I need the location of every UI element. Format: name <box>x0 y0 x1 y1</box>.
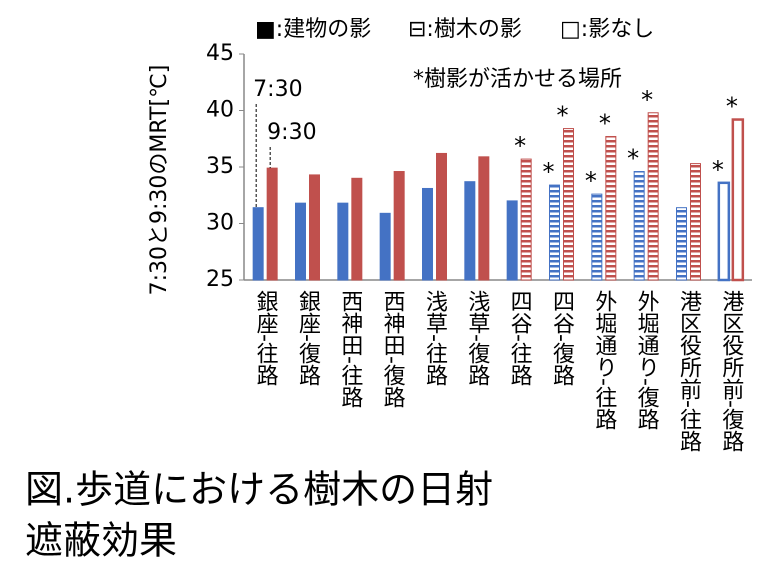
bar <box>633 171 645 281</box>
bar-marker: * <box>599 109 611 137</box>
y-tick-label: 35 <box>206 154 234 179</box>
bar <box>676 207 687 281</box>
bar <box>393 171 405 281</box>
bar-marker: * <box>585 167 597 195</box>
bar <box>591 193 603 281</box>
legend-entry: ■:建物の影 <box>255 17 371 42</box>
caption: 遮蔽効果 <box>25 519 177 563</box>
y-axis-label: 7:30と9:30のMRT[℃] <box>147 65 172 296</box>
bar-marker: * <box>557 102 569 130</box>
bar <box>647 112 659 281</box>
bar <box>252 207 264 281</box>
x-tick-label: 外堀通り-復路 <box>634 290 660 430</box>
bar <box>478 156 490 281</box>
annotation: *樹影が活かせる場所 <box>413 67 622 92</box>
bar <box>266 167 278 281</box>
x-tick-label: 銀座-往路 <box>253 290 279 386</box>
x-tick-label: 浅草-往路 <box>422 290 448 386</box>
x-tick-label: 浅草-復路 <box>464 290 490 386</box>
bar <box>351 177 363 281</box>
series-label: 9:30 <box>267 120 316 145</box>
x-tick-label: 外堀通り-往路 <box>591 290 617 430</box>
bar <box>506 200 518 281</box>
y-tick-label: 25 <box>206 267 234 292</box>
series-label: 7:30 <box>253 77 302 102</box>
x-tick-label: 港区役所前-往路 <box>676 290 702 452</box>
y-tick-label: 40 <box>206 98 234 123</box>
bar-marker: * <box>712 156 724 184</box>
bar-marker: * <box>543 158 555 186</box>
bar <box>717 181 731 282</box>
legend-entry: ⊟:樹木の影 <box>408 17 522 42</box>
bar-marker: * <box>627 145 639 173</box>
y-tick-label: 45 <box>206 41 234 66</box>
bar <box>295 202 306 281</box>
x-tick-label: 西神田-往路 <box>337 290 363 408</box>
bar <box>422 187 433 281</box>
bar <box>436 152 447 281</box>
x-tick-label: 四谷-復路 <box>549 290 575 386</box>
x-tick-label: 西神田-復路 <box>380 290 406 408</box>
bar <box>731 118 745 282</box>
bar <box>605 135 617 281</box>
bar <box>563 128 574 281</box>
bar <box>337 202 349 281</box>
bar <box>464 181 476 281</box>
bar <box>549 184 560 281</box>
caption: 図.歩道における樹木の日射 <box>25 468 493 512</box>
bar-marker: * <box>641 86 653 114</box>
bar <box>690 163 701 281</box>
x-tick-label: 港区役所前-復路 <box>718 290 744 452</box>
bar-marker: * <box>514 132 526 160</box>
x-tick-label: 四谷-往路 <box>507 290 533 386</box>
x-tick-label: 銀座-復路 <box>295 290 321 386</box>
bar <box>309 174 320 281</box>
bar <box>520 158 532 281</box>
bar <box>379 212 391 281</box>
legend-entry: □:影なし <box>560 17 654 42</box>
bar-marker: * <box>726 93 738 121</box>
y-tick-label: 30 <box>206 211 234 236</box>
